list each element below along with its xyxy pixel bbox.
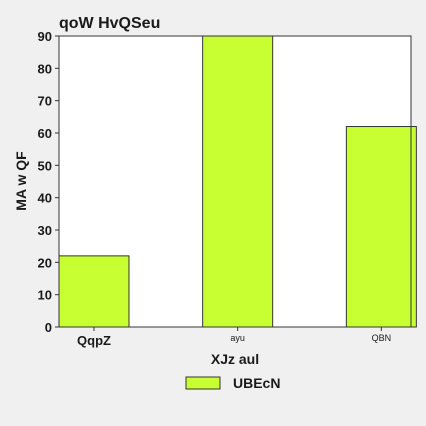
y-axis-label: MA w QF [13, 151, 29, 211]
x-axis-label: XJz aul [211, 351, 259, 367]
x-tick-label: QqpZ [77, 333, 111, 348]
y-tick-label: 80 [38, 61, 52, 76]
y-tick-label: 30 [38, 223, 52, 238]
x-tick-label: QBN [372, 333, 392, 343]
x-axis: QqpZ ayu QBN [77, 327, 391, 348]
y-tick-label: 50 [38, 158, 52, 173]
legend-swatch [185, 376, 221, 390]
x-tick-label: ayu [230, 333, 245, 343]
bar-ayu [202, 35, 274, 328]
bars [58, 35, 417, 328]
chart-title: qoW HvQSeu [59, 15, 160, 32]
bar-QqpZ [58, 255, 130, 328]
y-tick-label: 60 [38, 126, 52, 141]
plot-frame [58, 35, 412, 328]
y-tick-label: 20 [38, 255, 52, 270]
y-tick-label: 40 [38, 191, 52, 206]
bar-QBN [345, 126, 417, 328]
y-axis: 0 10 20 30 40 50 60 70 80 90 [38, 29, 59, 335]
y-tick-label: 10 [38, 288, 52, 303]
y-tick-label: 70 [38, 94, 52, 109]
y-tick-label: 0 [45, 320, 52, 335]
legend: UBEcN [185, 375, 280, 391]
y-tick-label: 90 [38, 29, 52, 44]
legend-label: UBEcN [233, 375, 280, 391]
